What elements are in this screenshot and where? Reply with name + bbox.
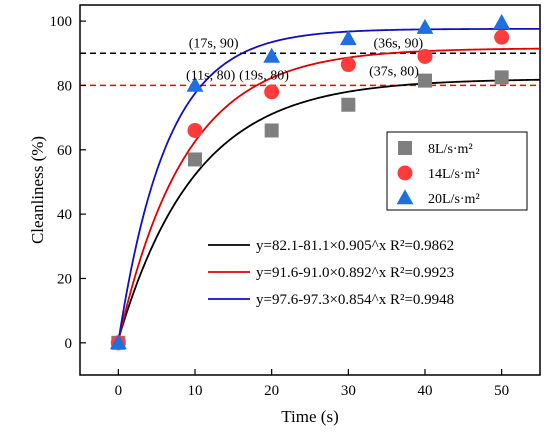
annotation-label: (17s, 90) xyxy=(189,36,239,51)
x-tick-label: 20 xyxy=(264,383,279,399)
fit-curve xyxy=(117,78,541,340)
x-tick-label: 30 xyxy=(341,383,356,399)
x-axis: 0 10 20 30 40 50 xyxy=(115,369,509,399)
y-tick-label: 40 xyxy=(57,207,72,223)
circle-marker xyxy=(494,29,510,45)
legend-label: 14L/s·m² xyxy=(428,167,480,182)
legend-label: 8L/s·m² xyxy=(428,142,473,157)
x-tick-label: 50 xyxy=(494,383,509,399)
annotation-label: (36s, 90) xyxy=(373,36,423,51)
triangle-marker xyxy=(339,30,357,46)
square-marker xyxy=(264,123,279,138)
circle-marker xyxy=(340,57,356,73)
fit-equation-label: y=97.6-97.3×0.854^x R²=0.9948 xyxy=(256,292,454,308)
square-marker xyxy=(341,97,356,112)
triangle-marker xyxy=(493,14,511,29)
fit-curve xyxy=(117,27,540,343)
y-axis-label: Cleanliness (%) xyxy=(28,136,47,244)
annotation-label: (37s, 80) xyxy=(369,64,419,79)
plot-frame xyxy=(79,4,541,376)
annotations: (17s, 90) (36s, 90) (11s, 80) (19s, 80) (37s… xyxy=(186,36,424,83)
y-axis: 0 20 40 60 80 100 xyxy=(50,14,86,352)
triangle-marker xyxy=(416,18,434,34)
triangle-marker xyxy=(186,76,204,92)
x-tick-label: 40 xyxy=(418,383,433,399)
circle-marker xyxy=(187,122,203,138)
circle-marker xyxy=(264,84,280,100)
x-tick-label: 0 xyxy=(115,383,123,399)
legend-label: 20L/s·m² xyxy=(428,192,480,207)
y-tick-label: 100 xyxy=(50,14,73,30)
legend-circle-marker xyxy=(397,165,413,181)
square-marker xyxy=(494,70,509,85)
legend-triangle-marker xyxy=(396,189,414,205)
square-marker xyxy=(418,73,432,88)
y-tick-label: 0 xyxy=(65,336,73,352)
annotation-label: (19s, 80) xyxy=(239,68,289,83)
x-axis-label: Time (s) xyxy=(281,407,338,426)
fit-equation-label: y=82.1-81.1×0.905^x R²=0.9862 xyxy=(256,238,454,254)
plot-area xyxy=(79,4,541,376)
legend: 8L/s·m² 14L/s·m² 20L/s·m² xyxy=(386,131,528,211)
reference-lines xyxy=(80,52,540,87)
fit-curve xyxy=(117,47,541,342)
square-marker xyxy=(188,152,202,167)
data-markers xyxy=(109,14,511,351)
triangle-marker xyxy=(109,334,127,350)
annotation-label: (11s, 80) xyxy=(186,68,236,83)
x-tick-label: 10 xyxy=(188,383,203,399)
fit-curves xyxy=(117,27,541,343)
y-tick-label: 60 xyxy=(57,143,72,159)
y-tick-label: 80 xyxy=(57,78,72,94)
fit-equation-label: y=91.6-91.0×0.892^x R²=0.9923 xyxy=(256,265,454,281)
fit-legend: y=82.1-81.1×0.905^x R²=0.9862 y=91.6-91.0… xyxy=(208,238,454,308)
legend-square-marker xyxy=(398,141,412,155)
triangle-marker xyxy=(263,47,281,63)
y-tick-label: 20 xyxy=(57,271,72,287)
circle-marker xyxy=(417,48,433,64)
